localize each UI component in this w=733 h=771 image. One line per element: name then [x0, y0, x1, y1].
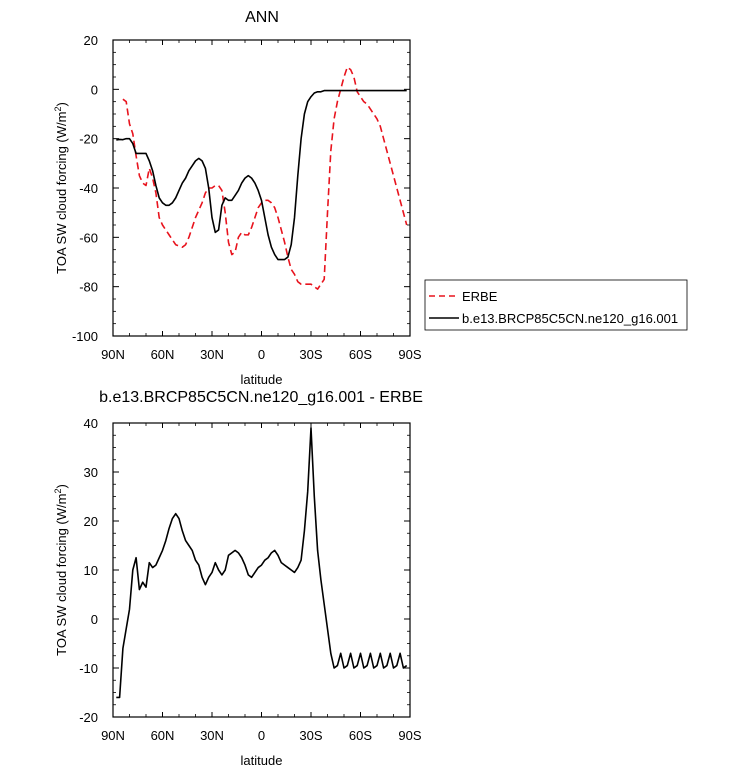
panel-top-x-tick-label-30N: 30N — [200, 347, 224, 362]
panel-top-y-tick-label--80: -80 — [79, 280, 98, 295]
panel-bottom-y-axis-label-superscript: 2 — [53, 489, 63, 494]
panel-top-x-tick-label-90N: 90N — [101, 347, 125, 362]
panel-top-series-line-erbe — [122, 66, 408, 290]
panel-top-y-axis-label-close: ) — [54, 102, 69, 106]
panel-top-chart: ANN 90N 60N 30N 0 30S 60S 90S -100 -80 -60 -40 -20 0… — [53, 9, 422, 387]
panel-top-series-line-b-e13-brcp85c5cn-ne120-g16-001 — [116, 89, 407, 261]
panel-bottom-y-tick-label-20: 20 — [84, 514, 98, 529]
panel-top-y-axis-label: TOA SW cloud forcing (W/m2) — [53, 102, 69, 274]
panel-top-x-tick-label-90S: 90S — [398, 347, 421, 362]
legend-label-erbe: ERBE — [462, 289, 498, 304]
panel-top-y-tick-label--40: -40 — [79, 181, 98, 196]
panel-bottom-y-tick-label--20: -20 — [79, 710, 98, 725]
panel-bottom-x-tick-label-90S: 90S — [398, 728, 421, 743]
panel-bottom-y-tick-label-40: 40 — [84, 416, 98, 431]
panel-bottom-chart: b.e13.BRCP85C5CN.ne120_g16.001 - ERBE 90… — [53, 389, 423, 768]
legend-box — [424, 279, 688, 331]
panel-bottom-title: b.e13.BRCP85C5CN.ne120_g16.001 - ERBE — [99, 389, 423, 406]
panel-bottom-y-tick-label-30: 30 — [84, 465, 98, 480]
panel-top-y-axis-label-base: TOA SW cloud forcing (W/m — [54, 112, 69, 274]
panel-bottom-ticks-layer: 90N 60N 30N 0 30S 60S 90S -20 -10 0 10 20 30 40 — [79, 416, 422, 743]
panel-bottom-series-layer — [116, 427, 408, 699]
panel-bottom-x-tick-label-0: 0 — [258, 728, 265, 743]
panel-top-y-tick-label--60: -60 — [79, 230, 98, 245]
panel-bottom-x-axis-label: latitude — [241, 753, 283, 768]
panel-top-title: ANN — [245, 9, 279, 26]
panel-top-x-axis-label: latitude — [241, 372, 283, 387]
panel-bottom-y-tick-label--10: -10 — [79, 661, 98, 676]
panel-bottom-y-axis-label: TOA SW cloud forcing (W/m2) — [53, 484, 69, 656]
legend-label-model: b.e13.BRCP85C5CN.ne120_g16.001 — [462, 311, 678, 326]
panel-top-x-tick-label-60S: 60S — [349, 347, 372, 362]
panel-bottom-y-axis-label-close: ) — [54, 484, 69, 488]
panel-top-x-tick-label-0: 0 — [258, 347, 265, 362]
panel-top-series-layer — [116, 66, 408, 290]
panel-bottom-y-tick-label-0: 0 — [91, 612, 98, 627]
panel-bottom-x-tick-label-30N: 30N — [200, 728, 224, 743]
panel-bottom-y-tick-label-10: 10 — [84, 563, 98, 578]
panel-top-ticks-layer: 90N 60N 30N 0 30S 60S 90S -100 -80 -60 -40 -20 0 20 — [72, 33, 422, 362]
panel-bottom-y-axis-label-base: TOA SW cloud forcing (W/m — [54, 494, 69, 656]
panel-bottom-x-tick-label-90N: 90N — [101, 728, 125, 743]
panel-top-y-tick-label--100: -100 — [72, 329, 98, 344]
panel-bottom-x-tick-label-60N: 60N — [151, 728, 175, 743]
panel-top-y-tick-label-20: 20 — [84, 33, 98, 48]
panel-top-y-axis-label-superscript: 2 — [53, 107, 63, 112]
panel-top-y-tick-label-0: 0 — [91, 82, 98, 97]
panel-top-x-tick-label-60N: 60N — [151, 347, 175, 362]
panel-bottom-series-line-difference — [116, 427, 408, 699]
panel-top-y-tick-label--20: -20 — [79, 132, 98, 147]
panel-bottom-x-tick-label-60S: 60S — [349, 728, 372, 743]
panel-top-x-tick-label-30S: 30S — [299, 347, 322, 362]
panel-bottom-x-tick-label-30S: 30S — [299, 728, 322, 743]
legend: ERBE b.e13.BRCP85C5CN.ne120_g16.001 — [424, 279, 688, 331]
